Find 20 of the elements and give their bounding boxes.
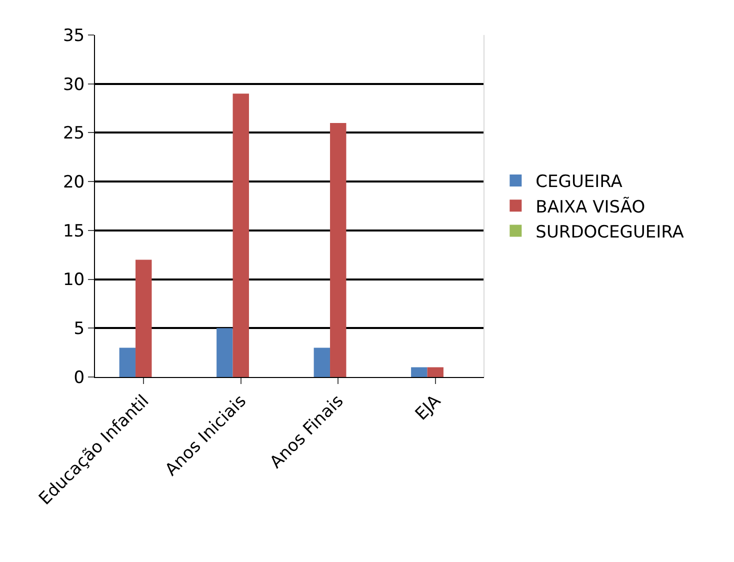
y-tick-label: 20 xyxy=(62,172,85,193)
bar xyxy=(232,94,249,377)
legend-label: SURDOCEGUEIRA xyxy=(536,222,684,242)
bar xyxy=(314,348,330,377)
y-tick-label: 15 xyxy=(62,221,85,242)
y-tick-label: 10 xyxy=(62,270,85,290)
legend-label: BAIXA VISÃO xyxy=(536,196,646,218)
bar xyxy=(216,328,233,377)
y-tick-label: 0 xyxy=(74,368,85,388)
bar xyxy=(119,348,136,377)
bar xyxy=(411,367,428,377)
y-tick-label: 30 xyxy=(62,74,85,95)
y-tick-label: 25 xyxy=(62,124,85,144)
bar xyxy=(427,367,444,377)
legend-label: CEGUEIRA xyxy=(536,172,623,192)
bar xyxy=(136,260,152,377)
y-tick-label: 35 xyxy=(62,26,85,46)
y-tick-label: 5 xyxy=(74,319,85,340)
bar xyxy=(330,122,346,377)
x-tick-label: EJA xyxy=(412,391,446,425)
